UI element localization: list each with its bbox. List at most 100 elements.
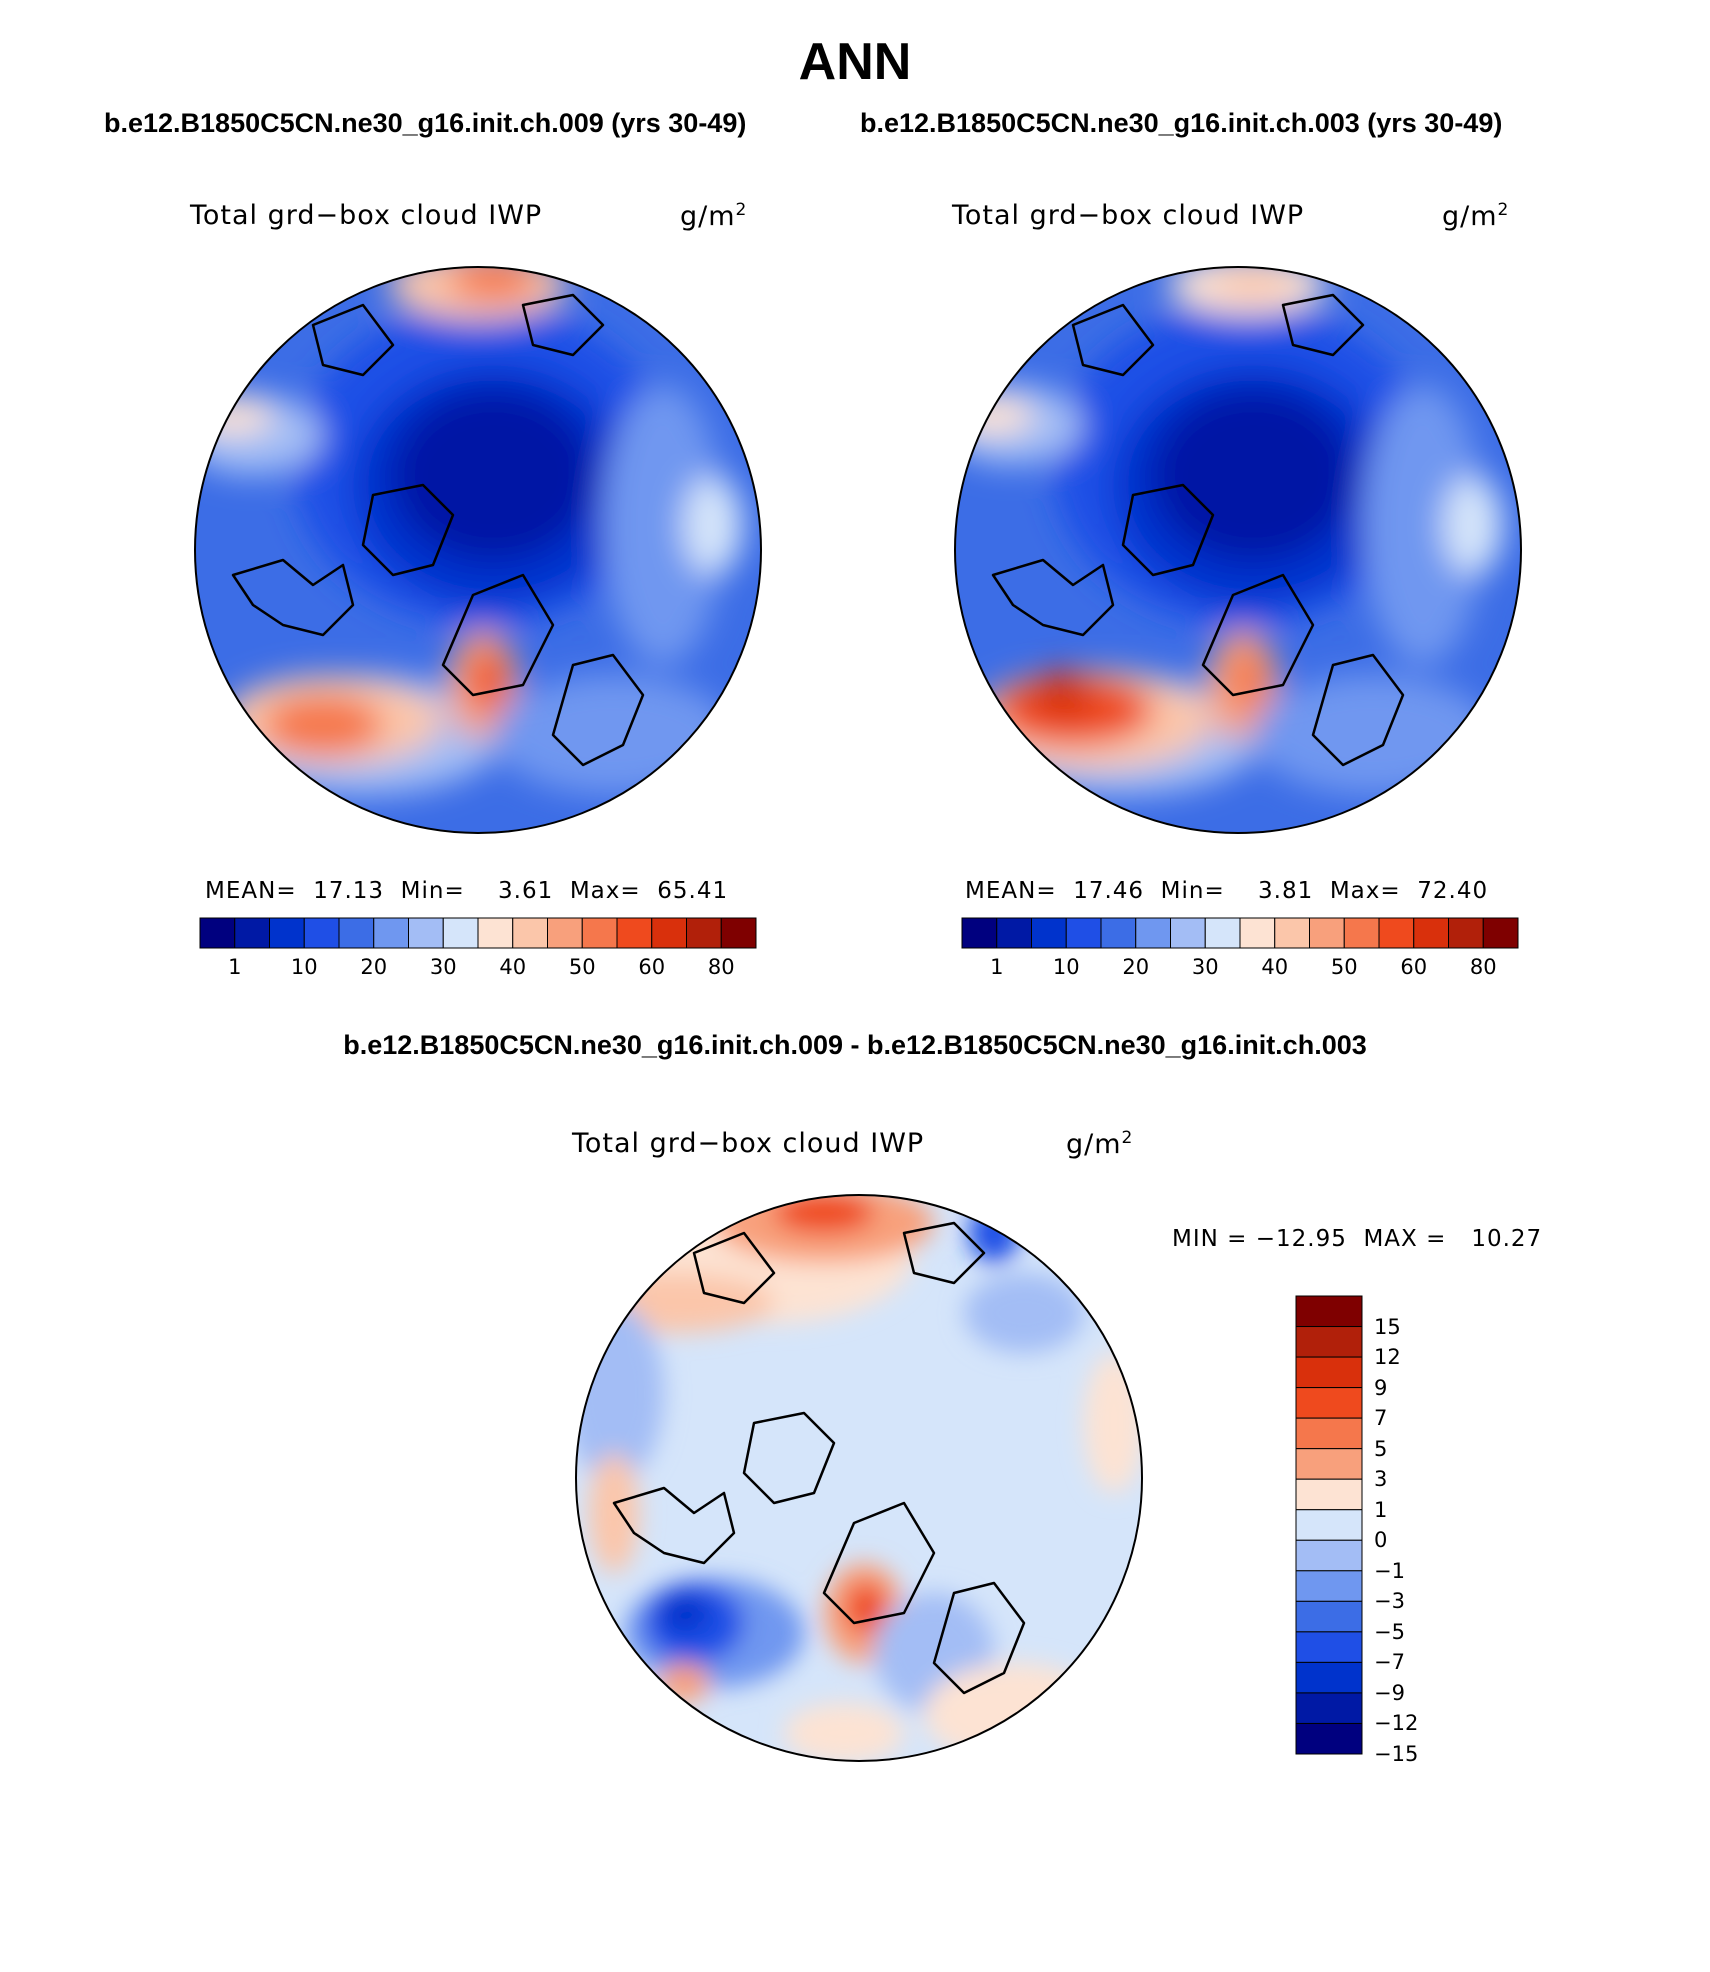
figure-title: ANN	[798, 33, 912, 91]
panel2-colorbar	[961, 917, 1519, 949]
colorbar-swatch	[1295, 1326, 1363, 1358]
panel1-colorbar-labels: 1 10 20 30 40 50 60 80	[200, 955, 756, 985]
colorbar-tick-label: 40	[499, 955, 527, 979]
colorbar-swatch	[1295, 1509, 1363, 1541]
panel2-polar-map	[954, 266, 1522, 834]
colorbar-tick-label: 50	[1330, 955, 1358, 979]
colorbar-swatch	[581, 917, 618, 949]
colorbar-tick-label: 40	[1261, 955, 1289, 979]
colorbar-tick-label: 7	[1374, 1406, 1388, 1431]
colorbar-swatch	[616, 917, 653, 949]
colorbar-tick-label: 80	[1469, 955, 1497, 979]
colorbar-tick-label: 60	[638, 955, 666, 979]
colorbar-swatch	[338, 917, 375, 949]
colorbar-swatch	[1295, 1539, 1363, 1572]
colorbar-swatch	[686, 917, 722, 949]
colorbar-tick-label: −15	[1374, 1742, 1419, 1766]
colorbar-tick-label: 12	[1374, 1345, 1401, 1370]
panel1-polar-map	[194, 266, 762, 834]
colorbar-swatch	[1295, 1417, 1363, 1450]
colorbar-tick-label: −12	[1374, 1711, 1419, 1736]
colorbar-swatch	[1031, 917, 1067, 949]
colorbar-tick-label: 50	[568, 955, 596, 979]
colorbar-swatch	[1239, 917, 1276, 949]
difference-title: b.e12.B1850C5CN.ne30_g16.init.ch.009 - b…	[343, 1030, 1367, 1060]
panel2-colorbar-labels: 1 10 20 30 40 50 60 80	[962, 955, 1518, 985]
colorbar-tick-label: 30	[429, 955, 457, 979]
colorbar-swatch	[1295, 1631, 1363, 1663]
colorbar-swatch	[1295, 1478, 1363, 1511]
panel2-variable-label: Total grd−box cloud IWP	[952, 200, 1305, 231]
colorbar-tick-label: −7	[1374, 1650, 1405, 1675]
colorbar-swatch	[1170, 917, 1206, 949]
panel3-colorbar	[1295, 1295, 1363, 1755]
colorbar-swatch	[234, 917, 270, 949]
colorbar-tick-label: 20	[1122, 955, 1150, 979]
colorbar-swatch	[720, 917, 757, 949]
colorbar-swatch	[1295, 1692, 1363, 1724]
panel1-stats: MEAN= 17.13 Min= 3.61 Max= 65.41	[205, 878, 729, 904]
colorbar-swatch	[1274, 917, 1310, 949]
colorbar-swatch	[1295, 1570, 1363, 1602]
panel1-units: g/m2	[680, 200, 748, 232]
colorbar-swatch	[651, 917, 687, 949]
colorbar-swatch	[1295, 1295, 1363, 1328]
colorbar-swatch	[442, 917, 479, 949]
colorbar-swatch	[373, 917, 409, 949]
colorbar-tick-label: 10	[290, 955, 318, 979]
colorbar-swatch	[1135, 917, 1171, 949]
colorbar-tick-label: 10	[1052, 955, 1080, 979]
colorbar-tick-label: 80	[707, 955, 735, 979]
colorbar-swatch	[1204, 917, 1241, 949]
colorbar-swatch	[199, 917, 236, 949]
colorbar-swatch	[1309, 917, 1345, 949]
colorbar-swatch	[1295, 1356, 1363, 1389]
colorbar-swatch	[996, 917, 1032, 949]
colorbar-tick-label: 60	[1400, 955, 1428, 979]
colorbar-tick-label: 20	[360, 955, 388, 979]
colorbar-swatch	[1295, 1722, 1363, 1755]
colorbar-swatch	[1065, 917, 1102, 949]
colorbar-tick-label: 1	[1374, 1497, 1388, 1522]
panel3-units: g/m2	[1066, 1128, 1134, 1160]
colorbar-tick-label: 30	[1191, 955, 1219, 979]
panel1-colorbar	[199, 917, 757, 949]
colorbar-swatch	[1343, 917, 1380, 949]
colorbar-swatch	[1482, 917, 1519, 949]
panel2-units: g/m2	[1442, 200, 1510, 232]
colorbar-tick-label: −3	[1374, 1589, 1405, 1614]
panel3-stats: MIN = −12.95 MAX = 10.27	[1172, 1226, 1543, 1252]
panel2-stats: MEAN= 17.46 Min= 3.81 Max= 72.40	[965, 878, 1489, 904]
colorbar-swatch	[408, 917, 444, 949]
colorbar-swatch	[1295, 1661, 1363, 1694]
colorbar-swatch	[961, 917, 998, 949]
colorbar-swatch	[512, 917, 548, 949]
colorbar-swatch	[1448, 917, 1484, 949]
panel3-variable-label: Total grd−box cloud IWP	[572, 1128, 925, 1159]
colorbar-tick-label: 5	[1374, 1436, 1388, 1461]
colorbar-tick-label: −5	[1374, 1619, 1405, 1644]
colorbar-swatch	[547, 917, 583, 949]
colorbar-tick-label: 9	[1374, 1375, 1388, 1400]
colorbar-swatch	[303, 917, 340, 949]
colorbar-tick-label: −9	[1374, 1680, 1405, 1705]
colorbar-tick-label: 1	[228, 955, 242, 979]
colorbar-swatch	[1378, 917, 1415, 949]
case2-title: b.e12.B1850C5CN.ne30_g16.init.ch.003 (yr…	[860, 108, 1503, 138]
colorbar-tick-label: 1	[990, 955, 1004, 979]
colorbar-swatch	[477, 917, 514, 949]
case1-title: b.e12.B1850C5CN.ne30_g16.init.ch.009 (yr…	[104, 108, 747, 138]
colorbar-tick-label: 15	[1374, 1314, 1401, 1339]
colorbar-swatch	[1295, 1387, 1363, 1419]
colorbar-tick-label: −1	[1374, 1558, 1405, 1583]
colorbar-swatch	[269, 917, 305, 949]
colorbar-tick-label: 3	[1374, 1467, 1388, 1492]
colorbar-tick-label: 0	[1374, 1528, 1388, 1553]
colorbar-swatch	[1100, 917, 1137, 949]
colorbar-swatch	[1295, 1600, 1363, 1633]
panel3-colorbar-labels: 15 12 9 7 5 3 1 0 −1 −3 −5 −7 −9 −12 −15	[1372, 1296, 1462, 1766]
colorbar-swatch	[1295, 1448, 1363, 1480]
colorbar-swatch	[1413, 917, 1449, 949]
panel3-polar-map	[575, 1194, 1143, 1762]
panel1-variable-label: Total grd−box cloud IWP	[190, 200, 543, 231]
